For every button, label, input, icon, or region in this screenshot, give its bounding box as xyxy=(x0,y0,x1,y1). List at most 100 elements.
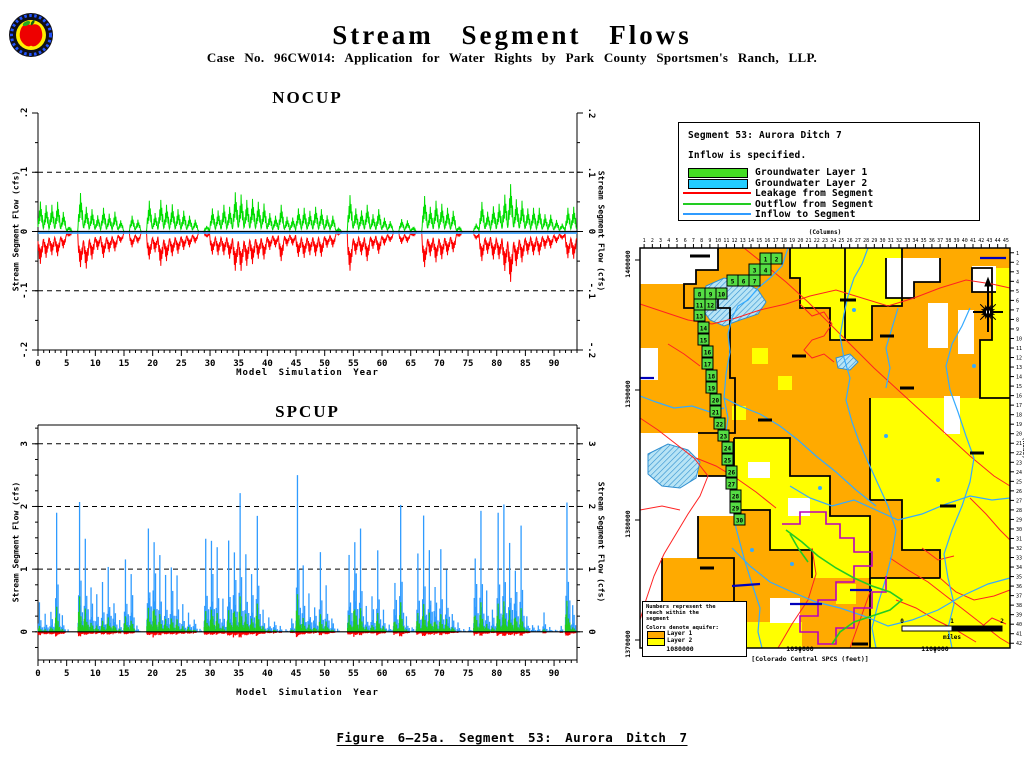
y-tick-label: 0 xyxy=(20,229,30,234)
y-tick-label: -.2 xyxy=(20,342,30,358)
map-top-axis: 1 2 3 4 5 6 7 8 9 10 11 12 13 14 15 16 17 18 19 20 21 22 23 24 2… xyxy=(643,238,1009,248)
reach-cell-box xyxy=(759,263,772,276)
reach-cell: 23 xyxy=(717,429,730,442)
map-left-coord-label: 1370000 xyxy=(624,630,632,658)
column-tick-label: 18 xyxy=(781,238,787,244)
map-right-axis: 1234567891011121314151617181920212223242… xyxy=(1010,251,1022,647)
reach-cell-number: 3 xyxy=(753,268,757,275)
reach-cell-number: 7 xyxy=(753,279,757,286)
row-tick-label: 26 xyxy=(1016,489,1022,495)
reach-cell: 27 xyxy=(725,477,738,490)
column-tick-label: 30 xyxy=(880,238,886,244)
map-inactive-area xyxy=(958,310,974,354)
x-tick-label: 40 xyxy=(262,359,273,369)
column-tick-label: 4 xyxy=(667,238,670,244)
row-tick-label: 35 xyxy=(1016,575,1022,581)
pond-dot xyxy=(818,486,822,490)
scalebar-half-1 xyxy=(901,625,953,632)
legend-entry: Leakage from Segment xyxy=(683,188,975,199)
row-tick-label: 6 xyxy=(1016,298,1019,304)
stream-line xyxy=(731,547,1011,627)
x-tick-label: 50 xyxy=(319,669,330,679)
row-tick-label: 12 xyxy=(1016,356,1022,362)
road-line xyxy=(639,505,681,511)
logo-apple-leaf xyxy=(22,21,31,26)
map-note-layer-label: Layer 2 xyxy=(667,637,693,644)
reach-cell: 11 xyxy=(693,298,706,311)
column-tick-label: 38 xyxy=(945,238,951,244)
pcsr-logo xyxy=(9,13,53,57)
y-tick-label: 0 xyxy=(20,629,30,634)
reach-cell-number: 15 xyxy=(700,338,708,345)
pond-dot xyxy=(852,308,856,312)
row-tick-label: 23 xyxy=(1016,460,1022,466)
reach-cell-box xyxy=(693,309,706,322)
map-note-layer-swatch xyxy=(647,638,665,646)
y-tick-label: 3 xyxy=(20,441,30,446)
column-tick-label: 6 xyxy=(684,238,687,244)
reach-cell: 9 xyxy=(704,287,717,300)
y-tick-label: 2 xyxy=(586,504,596,509)
reach-cell: 25 xyxy=(721,453,734,466)
x-tick-label: 50 xyxy=(319,359,330,369)
map-note-box: Numbers represent the reach within the seg… xyxy=(642,601,747,657)
reach-cell-box xyxy=(701,345,714,358)
map-inactive-area xyxy=(944,396,960,434)
reach-cell: 6 xyxy=(737,274,750,287)
reach-cell-number: 6 xyxy=(742,279,746,286)
row-tick-label: 15 xyxy=(1016,384,1022,390)
column-tick-label: 31 xyxy=(888,238,894,244)
reach-cell: 5 xyxy=(726,274,739,287)
compass-north-arrow xyxy=(984,276,992,287)
reach-cell-box xyxy=(770,252,783,265)
reach-cell-box xyxy=(697,321,710,334)
column-tick-label: 17 xyxy=(773,238,779,244)
map-inactive-area xyxy=(788,498,810,516)
row-tick-label: 17 xyxy=(1016,403,1022,409)
column-tick-label: 37 xyxy=(937,238,943,244)
row-tick-label: 31 xyxy=(1016,536,1022,542)
reach-cell: 22 xyxy=(713,417,726,430)
row-tick-label: 7 xyxy=(1016,308,1019,314)
column-tick-label: 28 xyxy=(863,238,869,244)
row-tick-label: 36 xyxy=(1016,584,1022,590)
x-tick-label: 5 xyxy=(64,359,69,369)
map-columns-label: (Columns) xyxy=(809,229,842,236)
figure-caption-text: Figure 6—25a. Segment 53: Aurora Ditch 7 xyxy=(336,730,688,745)
pond-dot xyxy=(750,548,754,552)
reach-cell-box xyxy=(705,369,718,382)
reach-cell-number: 29 xyxy=(732,506,740,513)
row-tick-label: 25 xyxy=(1016,479,1022,485)
reach-cell-number: 17 xyxy=(704,362,712,369)
reach-cell-number: 2 xyxy=(775,257,779,264)
map-layer2-area xyxy=(752,348,768,364)
case-subtitle: Case No. 96CW014: Application for Water … xyxy=(206,50,818,65)
y-tick-label: 1 xyxy=(20,566,30,571)
column-tick-label: 27 xyxy=(855,238,861,244)
reach-cell: 3 xyxy=(748,263,761,276)
spcup-ylabel-left: Stream Segment Flow (cfs) xyxy=(11,481,21,603)
reach-cell-box xyxy=(709,393,722,406)
reach-cell: 17 xyxy=(701,357,714,370)
x-tick-label: 90 xyxy=(549,359,560,369)
row-tick-label: 28 xyxy=(1016,508,1022,514)
series-leakage-from-segment xyxy=(37,230,577,282)
reach-cell-box xyxy=(717,429,730,442)
x-tick-label: 90 xyxy=(549,669,560,679)
x-tick-label: 15 xyxy=(119,359,130,369)
reach-cell: 19 xyxy=(705,381,718,394)
spcup-series xyxy=(37,475,577,638)
x-tick-label: 10 xyxy=(90,359,101,369)
column-tick-label: 9 xyxy=(708,238,711,244)
column-tick-label: 44 xyxy=(995,238,1001,244)
map-note-lines: Numbers represent the reach within the seg… xyxy=(646,604,743,622)
nocup-ylabel-right: Stream Segment Flow (cfs) xyxy=(596,170,606,292)
reach-cell: 28 xyxy=(729,489,742,502)
row-tick-label: 8 xyxy=(1016,317,1019,323)
column-tick-label: 16 xyxy=(764,238,770,244)
reach-cell: 4 xyxy=(759,263,772,276)
reach-cell-number: 10 xyxy=(718,292,726,299)
column-tick-label: 22 xyxy=(814,238,820,244)
pond-dot xyxy=(972,364,976,368)
